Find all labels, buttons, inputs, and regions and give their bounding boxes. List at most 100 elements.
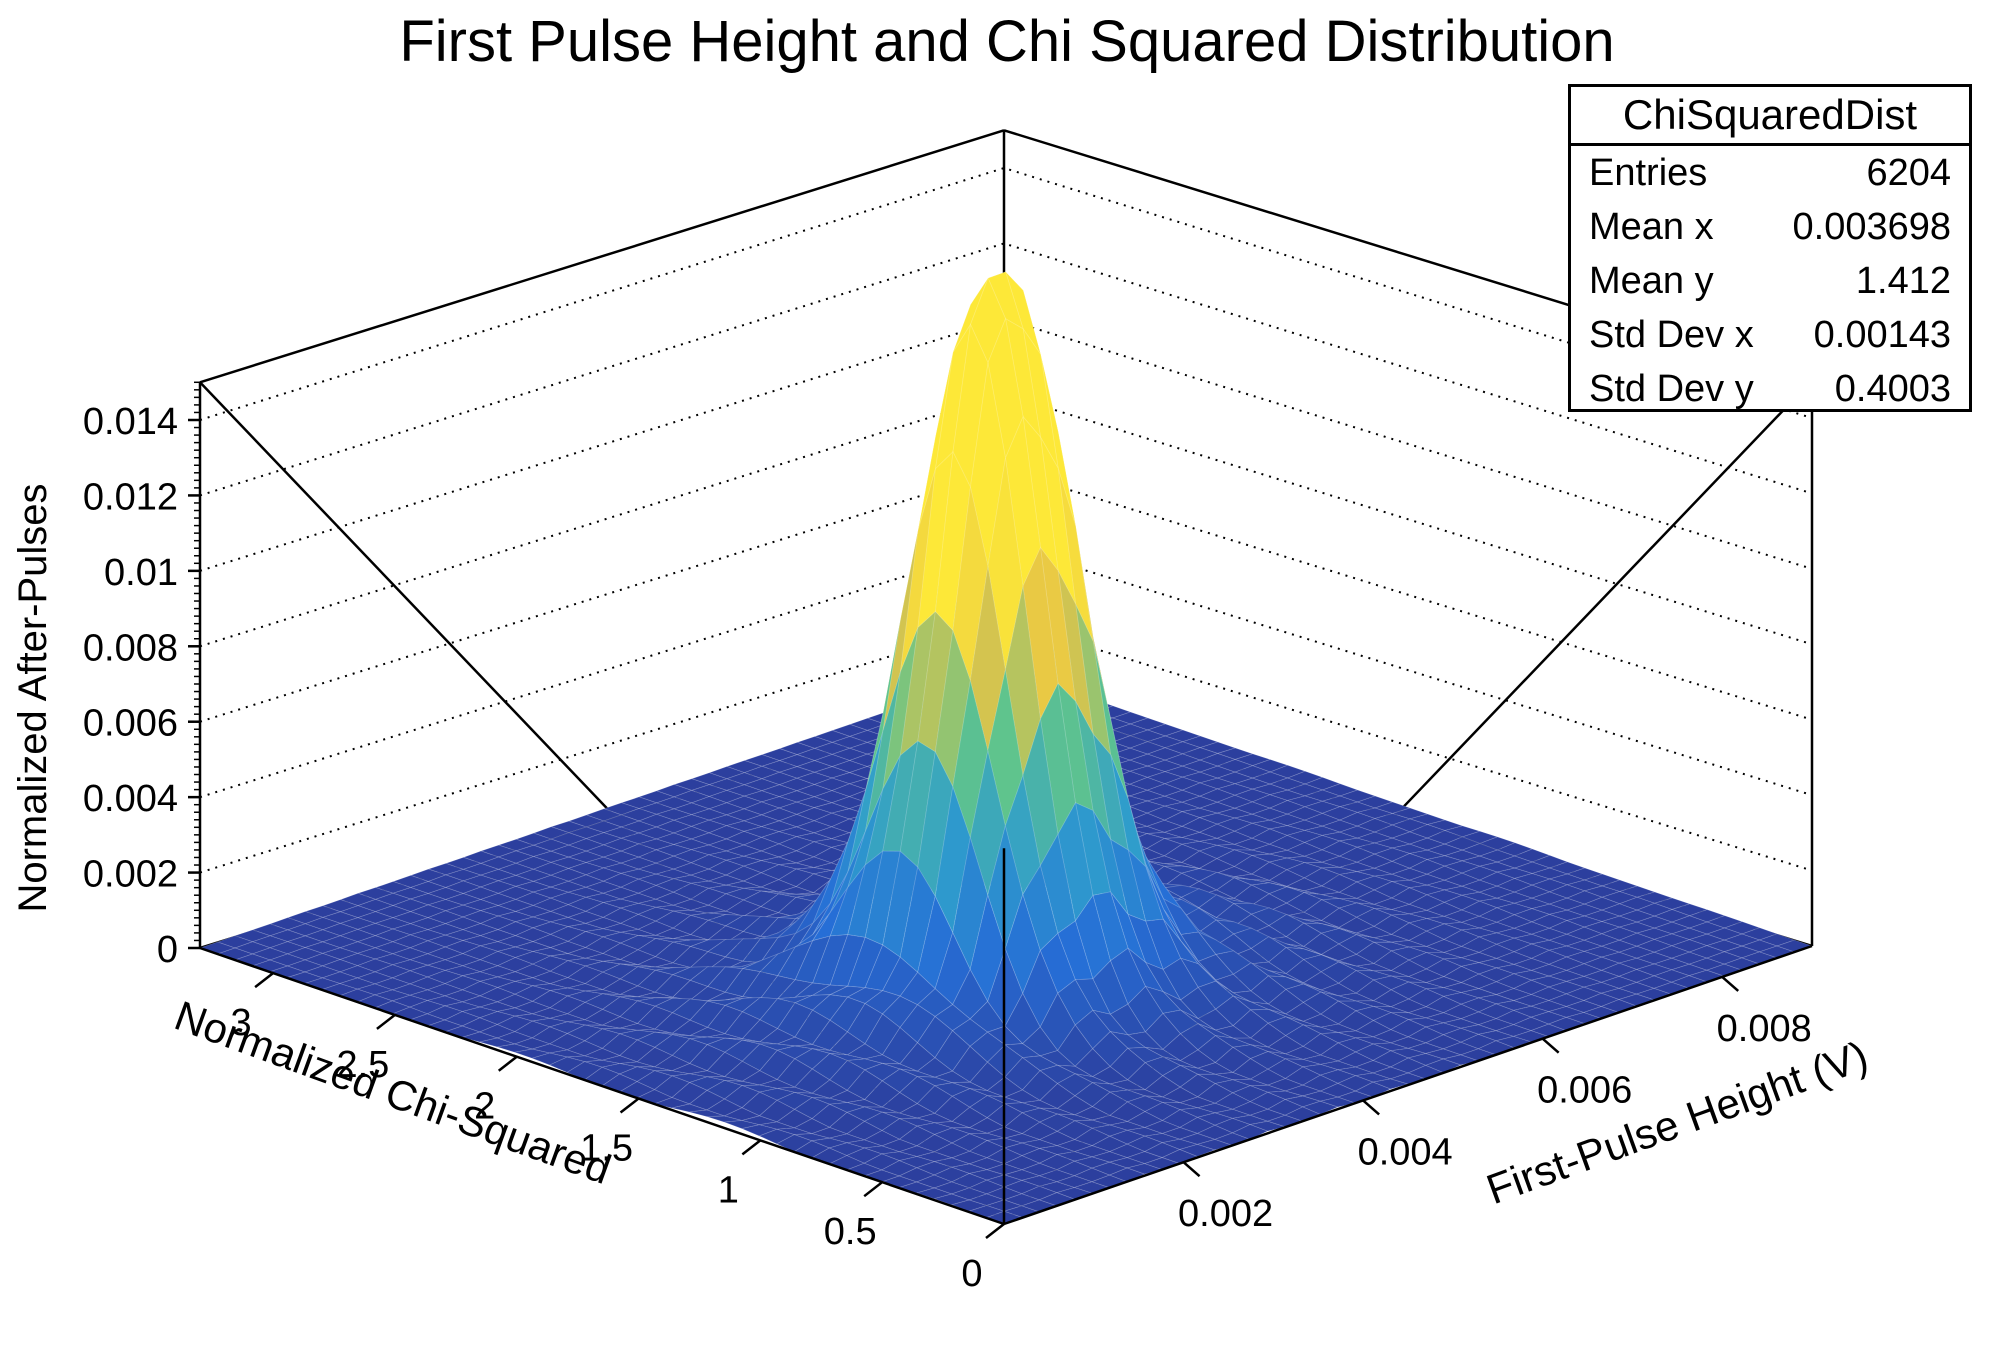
surface-cell [882,740,919,852]
surface-cell [898,1167,936,1183]
surface-cell [950,1173,988,1189]
y-tick [254,972,274,989]
surface-cell [970,362,1006,567]
surface-cell [531,921,570,935]
surface-cell [1268,1008,1304,1022]
surface-cell [1249,1051,1287,1070]
surface-cell [1003,1142,1041,1157]
surface-cell [1320,874,1358,893]
surface-cell [690,904,727,914]
surface-cell [1004,893,1041,995]
surface-cell [1074,894,1111,980]
surface-cell [725,795,763,810]
surface-cell [444,940,482,954]
surface-cell [549,1049,585,1058]
surface-cell [794,994,832,1011]
surface-cell [830,747,869,761]
surface-cell [1181,747,1219,761]
surface-cell [1565,975,1603,988]
surface-cell [1565,915,1604,928]
surface-cell [550,820,588,834]
surface-cell [793,1118,831,1135]
surface-cell [845,1147,883,1164]
surface-cell [724,1037,760,1043]
surface-cell [1425,889,1464,903]
surface-cell [671,1103,708,1113]
surface-cell [532,983,568,991]
surface-cell [1495,891,1534,904]
surface-cell [1022,718,1059,867]
surface-cell [1442,946,1481,959]
surface-cell [1249,1091,1287,1110]
surface-cell [795,873,833,894]
surface-cell [566,965,604,985]
surface-cell [760,748,799,762]
surface-cell [1234,849,1270,856]
surface-cell [637,802,676,815]
y-tick [497,1055,518,1072]
surface-cell [654,891,693,906]
surface-cell [848,717,887,731]
x-tick-label: 0.002 [1178,1193,1273,1235]
surface-cell [1301,1064,1340,1076]
surface-cell [1513,861,1552,874]
y-tick-label: 0 [961,1253,982,1295]
stats-row: Std Dev y 0.4003 [1571,362,1969,416]
chart-title: First Pulse Height and Chi Squared Distr… [399,9,1615,74]
z-tick-label: 0.012 [83,476,178,518]
top-left-edge [199,129,1005,384]
surface-cell [724,899,762,917]
surface-cell [707,825,746,840]
surface-cell [1231,1124,1269,1140]
surface-cell [778,801,816,815]
y-tick [376,1013,396,1030]
surface-cell [864,990,901,1015]
surface-cell [1109,1030,1147,1049]
surface-cell [1056,1120,1094,1141]
surface-cell [1424,1058,1462,1074]
surface-cell [1495,1009,1533,1026]
surface-cell [741,1070,779,1086]
surface-cell [567,874,605,888]
surface-cell [882,850,919,958]
surface-cell [758,1128,796,1145]
surface-cell [743,801,781,816]
surface-cell [620,820,658,834]
grid-line [199,242,1813,497]
y-tick-label: 2.5 [336,1044,389,1086]
surface-cell [1004,586,1041,776]
surface-cell [1355,875,1394,891]
surface-cell [496,971,535,982]
stats-row: Mean y 1.412 [1571,254,1969,308]
surface-cell [759,1079,795,1089]
surface-cell [1283,1095,1322,1108]
surface-cell [637,884,675,900]
surface-cell [1390,1012,1427,1020]
surface-cell [899,1004,936,1044]
surface-cell [655,808,693,821]
surface-cell [968,1095,1006,1119]
surface-cell [655,938,691,943]
surface-cell [1301,1090,1340,1102]
stats-value: 0.00143 [1813,314,1951,356]
surface-cell [952,680,989,840]
stats-label: Entries [1589,152,1708,194]
surface-cell [654,844,693,857]
surface-cell [636,1031,674,1048]
surface-cell [1373,950,1410,972]
grid-line [199,619,1813,874]
z-tick-label: 0.002 [83,854,178,896]
surface-cell [917,450,954,629]
surface-cell [549,995,586,1015]
surface-cell [461,971,500,982]
surface-cell [743,754,781,767]
surface-cell [1373,941,1410,952]
y-tick-label: 2 [474,1086,495,1128]
surface-cell [549,856,588,869]
surface-cell [585,928,621,938]
surface-cell [1547,969,1586,982]
surface-cell [391,959,429,972]
surface-cell [601,1016,639,1029]
surface-cell [1391,807,1429,820]
surface-cell [1338,961,1374,972]
